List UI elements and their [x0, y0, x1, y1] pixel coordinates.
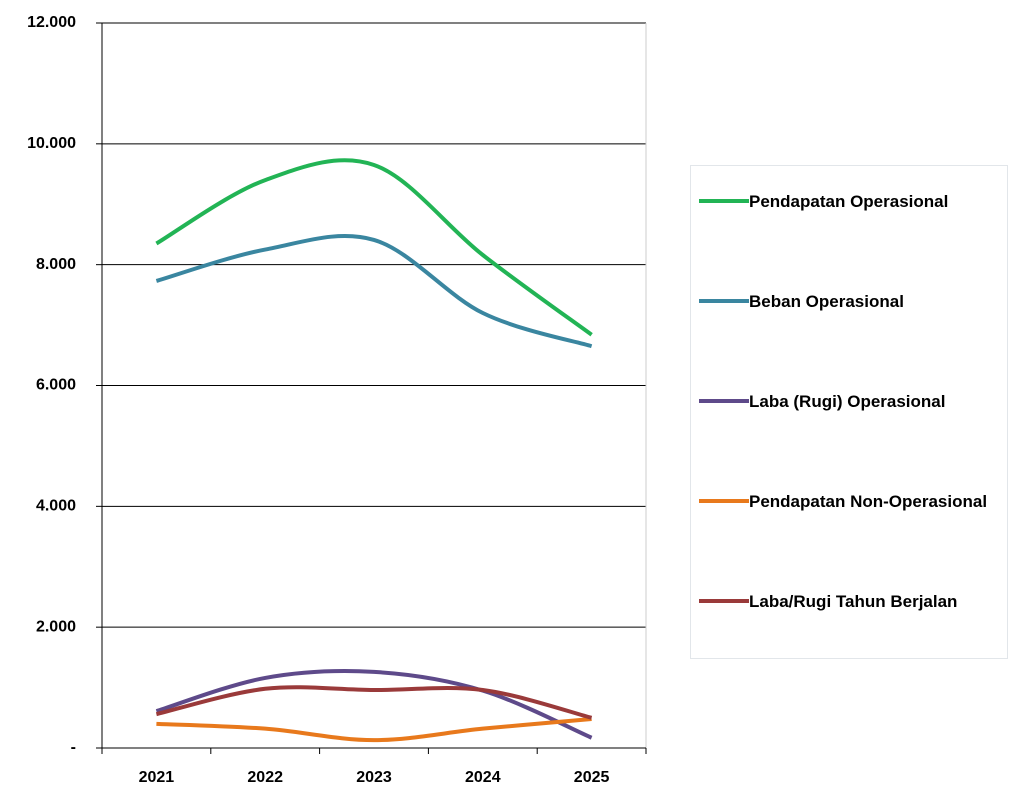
- y-tick-label: 6.000: [36, 377, 76, 394]
- y-tick-label: 2.000: [36, 618, 76, 635]
- series-line: [155, 158, 593, 337]
- legend-label: Pendapatan Non-Operasional: [749, 492, 988, 511]
- series-line: [155, 233, 593, 349]
- x-tick-label: 2022: [247, 769, 283, 786]
- legend: Pendapatan Operasional Beban Operasional L…: [690, 165, 1008, 659]
- legend-swatch: [699, 199, 749, 203]
- x-tick-label: 2025: [574, 769, 610, 786]
- y-tick-label: 12.000: [27, 14, 76, 31]
- x-tick-label: 2024: [465, 769, 501, 786]
- series-line: [155, 685, 593, 720]
- legend-swatch: [699, 599, 749, 603]
- y-tick-label: 10.000: [27, 135, 76, 152]
- legend-label: Laba/Rugi Tahun Berjalan: [749, 592, 958, 611]
- legend-item: Laba (Rugi) Operasional: [699, 390, 999, 414]
- legend-swatch: [699, 299, 749, 303]
- legend-label: Pendapatan Operasional: [749, 192, 949, 211]
- legend-label: Laba (Rugi) Operasional: [749, 392, 946, 411]
- legend-swatch: [699, 499, 749, 503]
- legend-item: Pendapatan Operasional: [699, 190, 999, 214]
- legend-item: Pendapatan Non-Operasional: [699, 490, 999, 514]
- legend-label: Beban Operasional: [749, 292, 904, 311]
- y-tick-label: 4.000: [36, 498, 76, 515]
- x-tick-label: 2021: [139, 769, 175, 786]
- series-line: [156, 717, 592, 743]
- legend-item: Laba/Rugi Tahun Berjalan: [699, 590, 999, 614]
- y-tick-label: -: [71, 739, 76, 756]
- series-line: [155, 669, 593, 740]
- x-tick-label: 2023: [356, 769, 392, 786]
- legend-swatch: [699, 399, 749, 403]
- y-tick-label: 8.000: [36, 256, 76, 273]
- legend-item: Beban Operasional: [699, 290, 999, 314]
